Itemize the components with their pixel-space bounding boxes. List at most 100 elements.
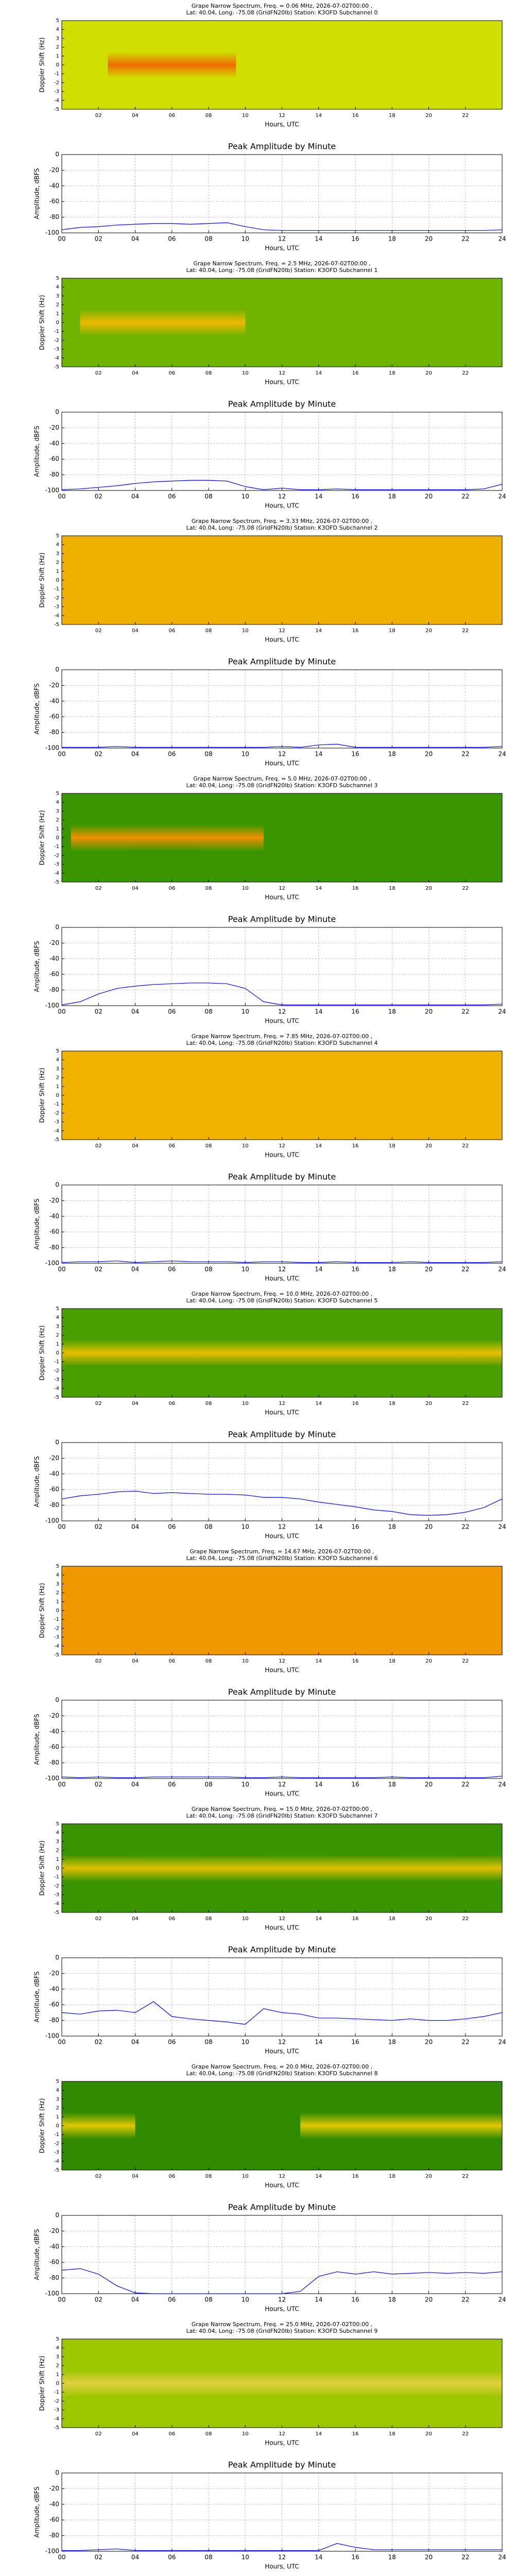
chart-title: Grape Narrow Spectrum, Freq. = 7.85 MHz,… bbox=[192, 1033, 372, 1040]
plot-frame bbox=[61, 793, 503, 883]
plot-frame bbox=[61, 1308, 503, 1398]
x-tick-label: 04 bbox=[132, 1401, 139, 1406]
x-axis-label: Hours, UTC bbox=[265, 1409, 299, 1416]
x-tick-label: 02 bbox=[95, 1401, 102, 1406]
y-tick-label: -40 bbox=[49, 1470, 59, 1477]
chart-title: Grape Narrow Spectrum, Freq. = 10.0 MHz,… bbox=[192, 1291, 372, 1297]
x-tick-label: 20 bbox=[425, 1008, 433, 1015]
y-axis-label: Doppler Shift (Hz) bbox=[39, 1325, 46, 1380]
y-tick-label: -60 bbox=[49, 713, 59, 720]
x-tick-label: 08 bbox=[205, 886, 212, 891]
x-tick-label: 08 bbox=[205, 1143, 212, 1149]
x-axis-label: Hours, UTC bbox=[265, 1790, 299, 1798]
x-tick-label: 14 bbox=[315, 1781, 322, 1788]
chart-title: Grape Narrow Spectrum, Freq. = 25.0 MHz,… bbox=[192, 2321, 372, 2328]
x-tick-label: 02 bbox=[95, 1143, 102, 1149]
x-tick-label: 18 bbox=[389, 113, 396, 118]
y-tick-label: -80 bbox=[49, 213, 59, 221]
x-tick-label: 06 bbox=[168, 2174, 175, 2179]
x-tick-label: 06 bbox=[168, 2431, 175, 2437]
y-tick-label: -1 bbox=[54, 2132, 59, 2138]
x-tick-label: 10 bbox=[242, 628, 249, 634]
x-tick-label: 22 bbox=[461, 2039, 469, 2046]
y-tick-label: 4 bbox=[56, 1057, 59, 1063]
x-tick-label: 20 bbox=[425, 1781, 433, 1788]
x-tick-label: 20 bbox=[425, 2039, 433, 2046]
doppler-band bbox=[108, 52, 236, 78]
y-tick-label: 3 bbox=[56, 1066, 59, 1072]
y-axis-label: Amplitude, dBFS bbox=[33, 941, 41, 992]
amplitude-line bbox=[62, 1490, 502, 1516]
y-tick-label: 0 bbox=[55, 151, 59, 158]
y-tick-label: 2 bbox=[56, 818, 59, 823]
x-tick-label: 02 bbox=[95, 1916, 102, 1922]
y-tick-label: -1 bbox=[54, 586, 59, 592]
y-tick-label: -80 bbox=[49, 2532, 59, 2539]
y-tick-label: -4 bbox=[54, 2416, 59, 2422]
x-tick-label: 18 bbox=[389, 1401, 396, 1406]
y-tick-label: -5 bbox=[54, 107, 59, 112]
y-tick-label: -100 bbox=[45, 1002, 59, 1009]
x-tick-label: 04 bbox=[131, 493, 139, 500]
x-tick-label: 06 bbox=[168, 235, 176, 243]
x-tick-label: 18 bbox=[388, 1266, 396, 1273]
x-tick-label: 10 bbox=[242, 886, 249, 891]
y-tick-label: -20 bbox=[49, 939, 59, 946]
x-tick-label: 18 bbox=[389, 370, 396, 376]
x-tick-label: 14 bbox=[315, 2554, 322, 2561]
y-tick-label: 5 bbox=[56, 1048, 59, 1054]
y-tick-label: -100 bbox=[45, 744, 59, 752]
y-tick-label: -3 bbox=[54, 862, 59, 868]
x-tick-label: 16 bbox=[351, 1266, 359, 1273]
x-axis-label: Hours, UTC bbox=[265, 245, 299, 252]
y-tick-label: -5 bbox=[54, 1395, 59, 1400]
x-tick-label: 00 bbox=[58, 1266, 65, 1273]
x-tick-label: 14 bbox=[315, 2174, 322, 2179]
x-tick-label: 00 bbox=[58, 1008, 65, 1015]
x-tick-label: 22 bbox=[462, 2431, 469, 2437]
x-axis-label: Hours, UTC bbox=[265, 2182, 299, 2189]
x-tick-label: 14 bbox=[315, 628, 322, 634]
x-tick-label: 10 bbox=[242, 1008, 249, 1015]
y-tick-label: -40 bbox=[49, 2243, 59, 2250]
plot-frame bbox=[61, 2338, 503, 2428]
x-tick-label: 20 bbox=[425, 493, 433, 500]
x-tick-label: 20 bbox=[425, 886, 432, 891]
y-tick-label: -4 bbox=[54, 2159, 59, 2164]
y-tick-label: -100 bbox=[45, 1775, 59, 1782]
y-tick-label: -80 bbox=[49, 2016, 59, 2024]
y-tick-label: -3 bbox=[54, 2150, 59, 2156]
chart-subtitle: Lat: 40.04, Long: -75.08 (GridFN20lb) St… bbox=[186, 782, 378, 789]
y-tick-label: 0 bbox=[55, 1697, 59, 1704]
y-tick-label: -40 bbox=[49, 955, 59, 962]
chart-title: Peak Amplitude by Minute bbox=[228, 399, 336, 409]
y-axis-label: Amplitude, dBFS bbox=[33, 683, 41, 734]
plot-frame bbox=[61, 2081, 503, 2171]
x-tick-label: 06 bbox=[168, 2554, 176, 2561]
y-tick-label: -100 bbox=[45, 229, 59, 236]
y-tick-label: -100 bbox=[45, 1517, 59, 1524]
y-tick-label: -80 bbox=[49, 1759, 59, 1766]
y-axis-label: Amplitude, dBFS bbox=[33, 1198, 41, 1249]
x-tick-label: 12 bbox=[278, 1266, 286, 1273]
y-tick-label: 3 bbox=[56, 551, 59, 556]
x-tick-label: 04 bbox=[132, 2431, 139, 2437]
y-tick-label: -4 bbox=[54, 871, 59, 876]
x-tick-label: 12 bbox=[279, 1401, 285, 1406]
plot-frame bbox=[61, 1566, 503, 1655]
y-tick-label: 3 bbox=[56, 1324, 59, 1329]
x-tick-label: 04 bbox=[131, 2554, 139, 2561]
y-tick-label: 2 bbox=[56, 2106, 59, 2111]
x-tick-label: 10 bbox=[242, 2039, 249, 2046]
y-tick-label: -5 bbox=[54, 1137, 59, 1143]
x-axis-label: Hours, UTC bbox=[265, 894, 299, 901]
x-tick-label: 08 bbox=[204, 2296, 212, 2303]
x-tick-label: 16 bbox=[351, 2554, 359, 2561]
y-tick-label: 0 bbox=[55, 1954, 59, 1961]
plot-frame bbox=[61, 2472, 503, 2552]
y-axis-label: Amplitude, dBFS bbox=[33, 1714, 41, 1765]
x-tick-label: 18 bbox=[388, 1781, 396, 1788]
y-tick-label: 4 bbox=[56, 1830, 59, 1836]
y-tick-label: 2 bbox=[56, 1075, 59, 1081]
plot-frame bbox=[61, 20, 503, 110]
